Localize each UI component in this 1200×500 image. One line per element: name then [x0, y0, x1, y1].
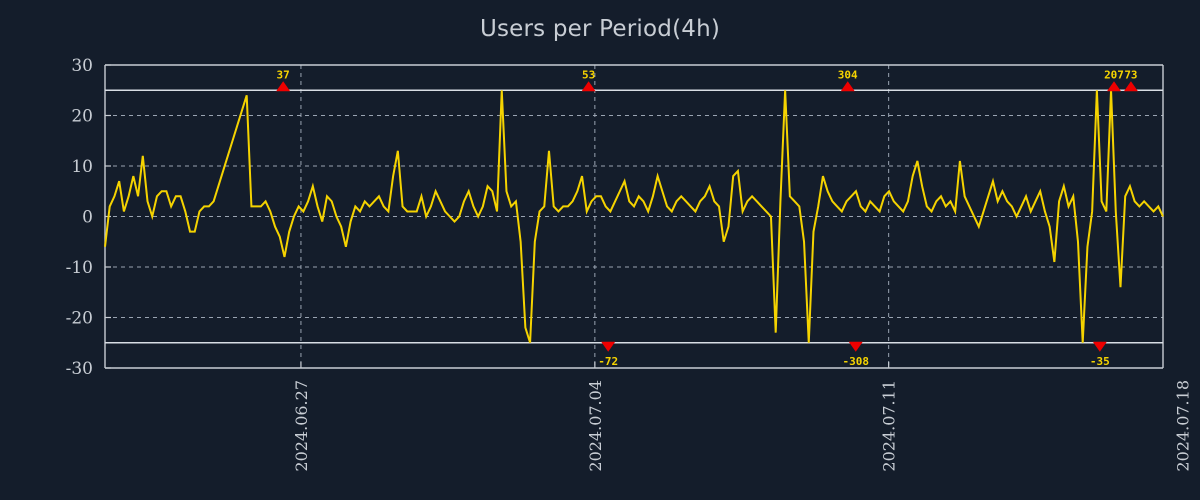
annotation-label: -72	[598, 355, 618, 368]
annotation-marker	[601, 341, 616, 352]
y-tick-label: 10	[71, 157, 93, 177]
series-line	[104, 90, 1164, 344]
x-tick-label: 2024.07.18	[1174, 380, 1193, 472]
annotation-label: -308	[843, 355, 870, 368]
annotation-label: 37	[277, 68, 290, 81]
x-tick-label: 2024.07.11	[880, 380, 899, 472]
annotation-marker	[581, 81, 596, 92]
x-tick-label: 2024.07.04	[586, 380, 605, 472]
annotation-marker	[276, 81, 291, 92]
x-tick-label: 2024.06.27	[292, 380, 311, 472]
x-axis-ticks: 2024.06.27 2024.07.04 2024.07.11 2024.07.18	[292, 362, 1193, 472]
annotation-label: 53	[582, 68, 595, 81]
data-series	[104, 90, 1164, 344]
annotation-marker	[1123, 81, 1138, 92]
chart-title: Users per Period(4h)	[479, 16, 721, 42]
y-tick-label: 30	[71, 56, 93, 76]
annotation-label: 207	[1104, 68, 1124, 81]
y-tick-label: -30	[66, 359, 93, 379]
annotation-label: -35	[1090, 355, 1110, 368]
y-tick-label: 0	[82, 208, 93, 228]
annotation-marker	[1107, 81, 1122, 92]
annotation-marker	[1092, 341, 1107, 352]
y-tick-label: 20	[71, 107, 93, 127]
y-tick-label: -10	[66, 258, 93, 278]
annotation-label: 73	[1124, 68, 1137, 81]
y-axis-ticks: 30 20 10 0 -10 -20 -30	[66, 56, 111, 379]
annotation-markers: 37 53 304 207 73 -72 -308 -35	[276, 68, 1138, 368]
annotation-marker	[848, 341, 863, 352]
y-tick-label: -20	[66, 309, 93, 329]
annotation-marker	[840, 81, 855, 92]
grid-layer	[105, 65, 1163, 368]
annotation-label: 304	[838, 68, 858, 81]
